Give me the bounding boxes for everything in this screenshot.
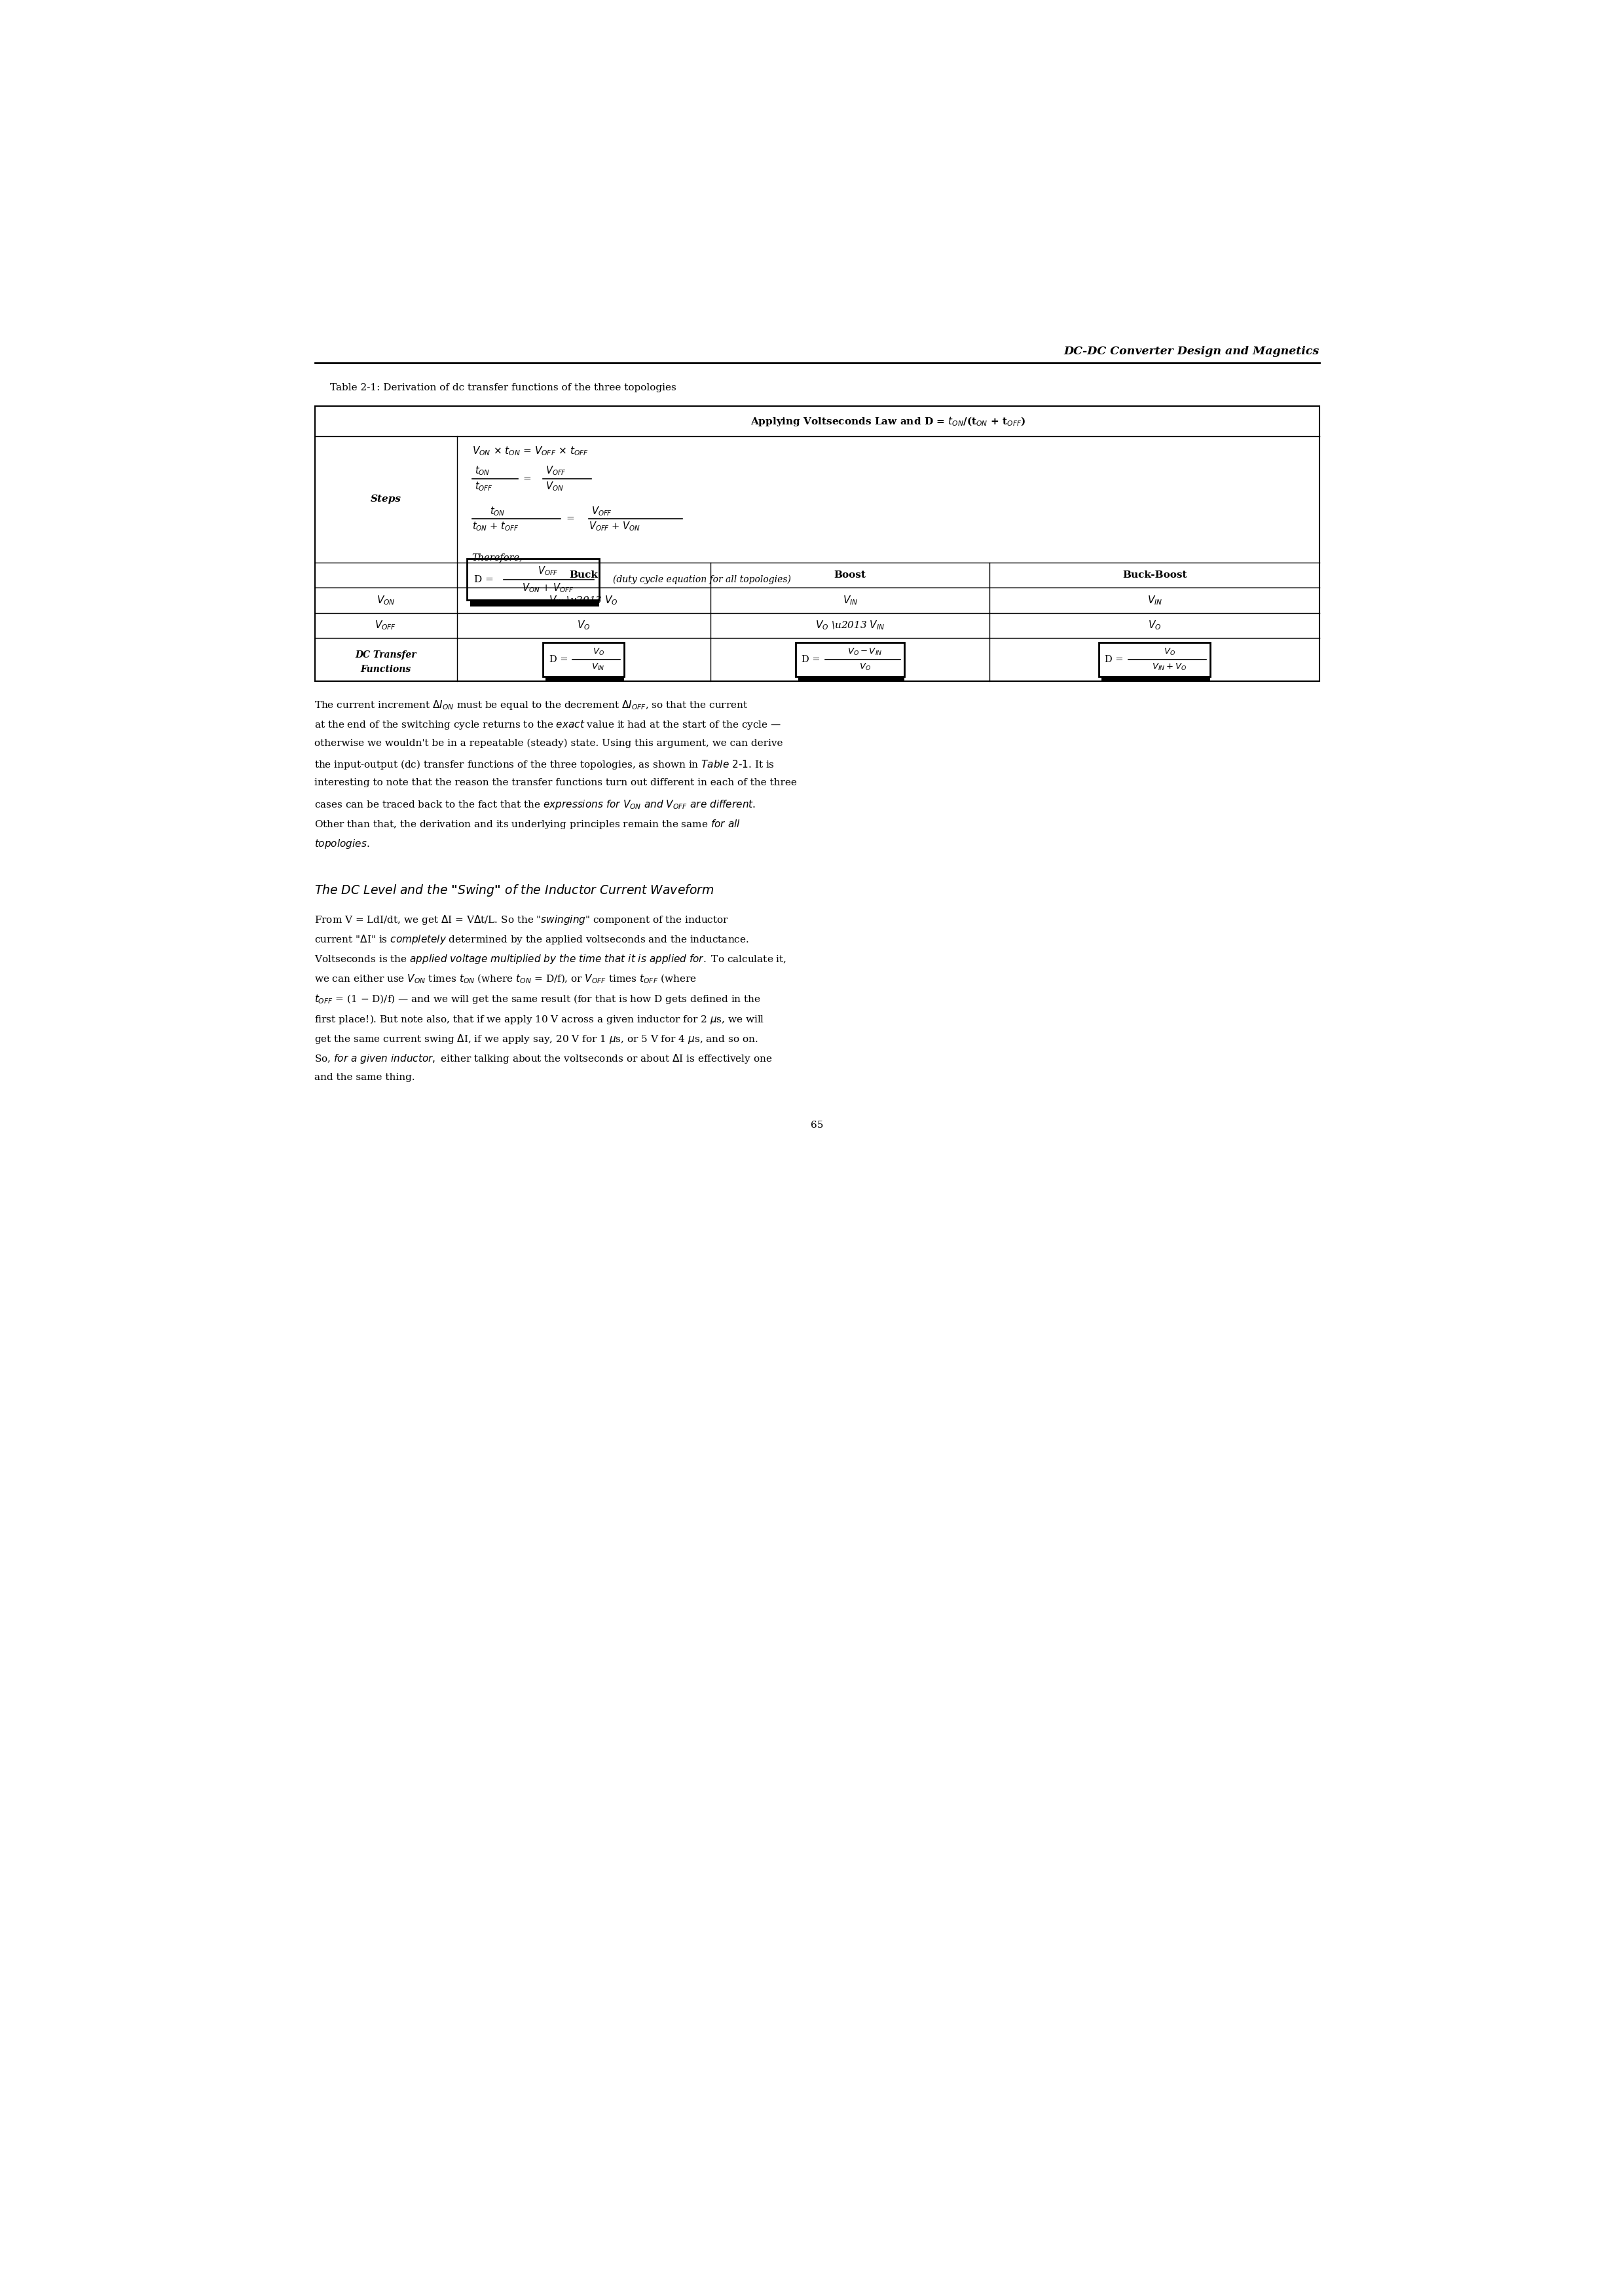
Bar [469, 601, 599, 606]
Text: $V_{OFF}$: $V_{OFF}$ [591, 505, 612, 516]
Bar [797, 677, 905, 682]
Text: otherwise we wouldn't be in a repeatable (steady) state. Using this argument, we: otherwise we wouldn't be in a repeatable… [315, 739, 783, 748]
Text: $t_{OFF}$: $t_{OFF}$ [474, 480, 492, 493]
Text: (duty cycle equation for all topologies): (duty cycle equation for all topologies) [614, 574, 791, 585]
Text: D =: D = [474, 576, 494, 585]
Text: $V_O$ \u2013 $V_{IN}$: $V_O$ \u2013 $V_{IN}$ [815, 620, 885, 631]
Text: $V_O$: $V_O$ [577, 620, 590, 631]
Bar [542, 643, 624, 677]
Text: Steps: Steps [370, 496, 401, 505]
Text: current "$\Delta$I" is $\it{completely}$ determined by the applied voltseconds a: current "$\Delta$I" is $\it{completely}$… [315, 934, 749, 946]
Text: $V_{OFF}$: $V_{OFF}$ [375, 620, 396, 631]
Text: $\it{The\ DC\ Level\ and\ the\ }$"$\it{Swing}$"$\it{\ of\ the\ Inductor\ Current: $\it{The\ DC\ Level\ and\ the\ }$"$\it{S… [315, 884, 715, 897]
Text: $V_O - V_{IN}$: $V_O - V_{IN}$ [848, 647, 882, 656]
Text: at the end of the switching cycle returns to the $\it{exact}$ value it had at th: at the end of the switching cycle return… [315, 718, 781, 730]
Text: $V_{IN}$: $V_{IN}$ [1147, 594, 1163, 606]
Text: So, $\it{for\ a\ given\ inductor,}$ either talking about the voltseconds or abou: So, $\it{for\ a\ given\ inductor,}$ eith… [315, 1053, 773, 1065]
Text: $\it{topologies.}$: $\it{topologies.}$ [315, 838, 370, 851]
Text: $V_O$: $V_O$ [593, 647, 604, 656]
Text: Other than that, the derivation and its underlying principles remain the same $\: Other than that, the derivation and its … [315, 817, 741, 831]
Text: D =: D = [802, 654, 823, 663]
Text: the input-output (dc) transfer functions of the three topologies, as shown in $\: the input-output (dc) transfer functions… [315, 757, 775, 771]
Text: $V_{IN}$: $V_{IN}$ [591, 661, 606, 672]
Text: $V_{OFF}$: $V_{OFF}$ [546, 466, 567, 477]
Bar [315, 406, 1319, 682]
Text: interesting to note that the reason the transfer functions turn out different in: interesting to note that the reason the … [315, 778, 797, 787]
Text: $V_O$: $V_O$ [1148, 620, 1161, 631]
Bar [1101, 677, 1210, 682]
Text: $t_{ON}$: $t_{ON}$ [490, 505, 505, 516]
Text: get the same current swing $\Delta$I, if we apply say, 20 V for 1 $\mu$s, or 5 V: get the same current swing $\Delta$I, if… [315, 1033, 758, 1044]
Text: Boost: Boost [835, 571, 866, 581]
Text: $V_{ON}$: $V_{ON}$ [546, 480, 564, 493]
Text: Buck-Boost: Buck-Boost [1122, 571, 1187, 581]
Text: D =: D = [549, 654, 570, 663]
Text: we can either use $V_{ON}$ times $t_{ON}$ (where $t_{ON}$ = D/f), or $V_{OFF}$ t: we can either use $V_{ON}$ times $t_{ON}… [315, 973, 697, 985]
Text: =: = [565, 514, 575, 523]
Text: and the same thing.: and the same thing. [315, 1072, 416, 1081]
Text: =: = [523, 475, 531, 484]
Text: $V_O$: $V_O$ [1163, 647, 1176, 656]
Text: $V_{IN}$ \u2013 $V_O$: $V_{IN}$ \u2013 $V_O$ [549, 594, 619, 606]
Text: D =: D = [1104, 654, 1127, 663]
Text: first place!). But note also, that if we apply 10 V across a given inductor for : first place!). But note also, that if we… [315, 1012, 765, 1026]
Text: $V_{ON}$ $\times$ $t_{ON}$ = $V_{OFF}$ $\times$ $t_{OFF}$: $V_{ON}$ $\times$ $t_{ON}$ = $V_{OFF}$ $… [473, 445, 588, 457]
Text: Table 2-1: Derivation of dc transfer functions of the three topologies: Table 2-1: Derivation of dc transfer fun… [330, 383, 676, 392]
Bar [796, 643, 905, 677]
Text: Buck: Buck [570, 571, 598, 581]
Text: DC-DC Converter Design and Magnetics: DC-DC Converter Design and Magnetics [1064, 347, 1319, 356]
Bar [1099, 643, 1210, 677]
Bar [468, 558, 599, 601]
Text: $V_{ON}$ + $V_{OFF}$: $V_{ON}$ + $V_{OFF}$ [521, 583, 575, 594]
Bar [546, 677, 624, 682]
Text: $t_{OFF}$ = (1 $-$ D)/f) — and we will get the same result (for that is how D ge: $t_{OFF}$ = (1 $-$ D)/f) — and we will g… [315, 994, 762, 1005]
Text: $V_O$: $V_O$ [859, 661, 870, 672]
Text: Therefore,: Therefore, [473, 553, 523, 562]
Text: $V_{IN}$: $V_{IN}$ [843, 594, 857, 606]
Text: Functions: Functions [361, 666, 411, 675]
Text: $V_{ON}$: $V_{ON}$ [377, 594, 395, 606]
Text: 65: 65 [810, 1120, 823, 1129]
Text: $V_{OFF}$ + $V_{ON}$: $V_{OFF}$ + $V_{ON}$ [588, 521, 640, 532]
Text: cases can be traced back to the fact that the $\it{expressions\ for\ V_{ON}\ and: cases can be traced back to the fact tha… [315, 799, 755, 810]
Text: Voltseconds is the $\it{applied\ voltage\ multiplied\ by\ the\ time\ that\ it\ i: Voltseconds is the $\it{applied\ voltage… [315, 952, 788, 966]
Text: $V_{IN} + V_O$: $V_{IN} + V_O$ [1151, 661, 1187, 672]
Text: $t_{ON}$ + $t_{OFF}$: $t_{ON}$ + $t_{OFF}$ [473, 521, 518, 532]
Text: DC Transfer: DC Transfer [356, 649, 416, 659]
Text: The current increment $\Delta I_{ON}$ must be equal to the decrement $\Delta I_{: The current increment $\Delta I_{ON}$ mu… [315, 698, 749, 711]
Text: $t_{ON}$: $t_{ON}$ [474, 466, 490, 477]
Text: Applying Voltseconds Law and D = $t_{ON}$/(t$_{ON}$ + t$_{OFF}$): Applying Voltseconds Law and D = $t_{ON}… [750, 415, 1026, 427]
Text: From V = LdI/dt, we get $\Delta$I = V$\Delta$t/L. So the "$\it{swinging}$" compo: From V = LdI/dt, we get $\Delta$I = V$\D… [315, 913, 729, 925]
Text: $V_{OFF}$: $V_{OFF}$ [538, 565, 559, 576]
